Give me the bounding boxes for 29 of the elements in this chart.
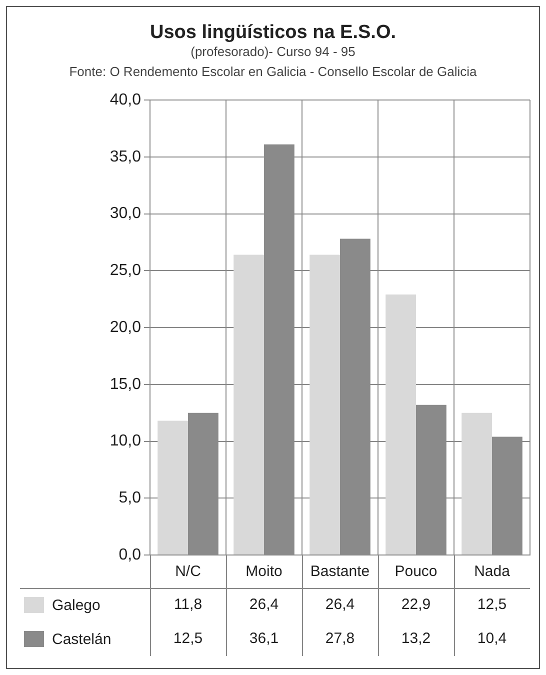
x-tick-label: Bastante xyxy=(310,563,370,580)
legend-label: Galego xyxy=(52,596,100,614)
legend-label: Castelán xyxy=(52,630,112,648)
data-label: 12,5 xyxy=(477,596,507,614)
x-tick-label: N/C xyxy=(175,563,202,580)
source-note: Fonte: O Rendemento Escolar en Galicia - Consello Escolar de Galicia xyxy=(69,64,478,79)
data-label: 26,4 xyxy=(325,596,355,614)
y-tick-label: 5,0 xyxy=(118,490,142,507)
y-tick-label: 10,0 xyxy=(110,432,142,450)
data-label: 26,4 xyxy=(249,596,279,614)
data-label: 13,2 xyxy=(401,630,431,648)
y-tick-label: 35,0 xyxy=(110,148,142,166)
data-label: 12,5 xyxy=(173,630,203,648)
y-tick-label: 15,0 xyxy=(110,376,142,393)
data-label: 36,1 xyxy=(249,630,279,648)
y-tick-label: 0,0 xyxy=(118,546,142,564)
data-label: 11,8 xyxy=(174,596,202,614)
x-tick-label: Moito xyxy=(246,563,282,580)
data-label: 10,4 xyxy=(477,630,507,648)
data-label: 22,9 xyxy=(401,596,431,614)
y-tick-label: 40,0 xyxy=(110,91,142,108)
data-label: 27,8 xyxy=(325,630,355,648)
x-tick-label: Nada xyxy=(474,563,511,580)
chart-title: Usos lingüísticos na E.S.O. xyxy=(150,22,396,43)
chart-subtitle: (profesorado)- Curso 94 - 95 xyxy=(190,44,356,59)
y-tick-label: 25,0 xyxy=(110,262,142,280)
y-tick-label: 20,0 xyxy=(110,318,142,336)
x-tick-label: Pouco xyxy=(394,563,438,580)
y-tick-label: 30,0 xyxy=(110,205,142,222)
